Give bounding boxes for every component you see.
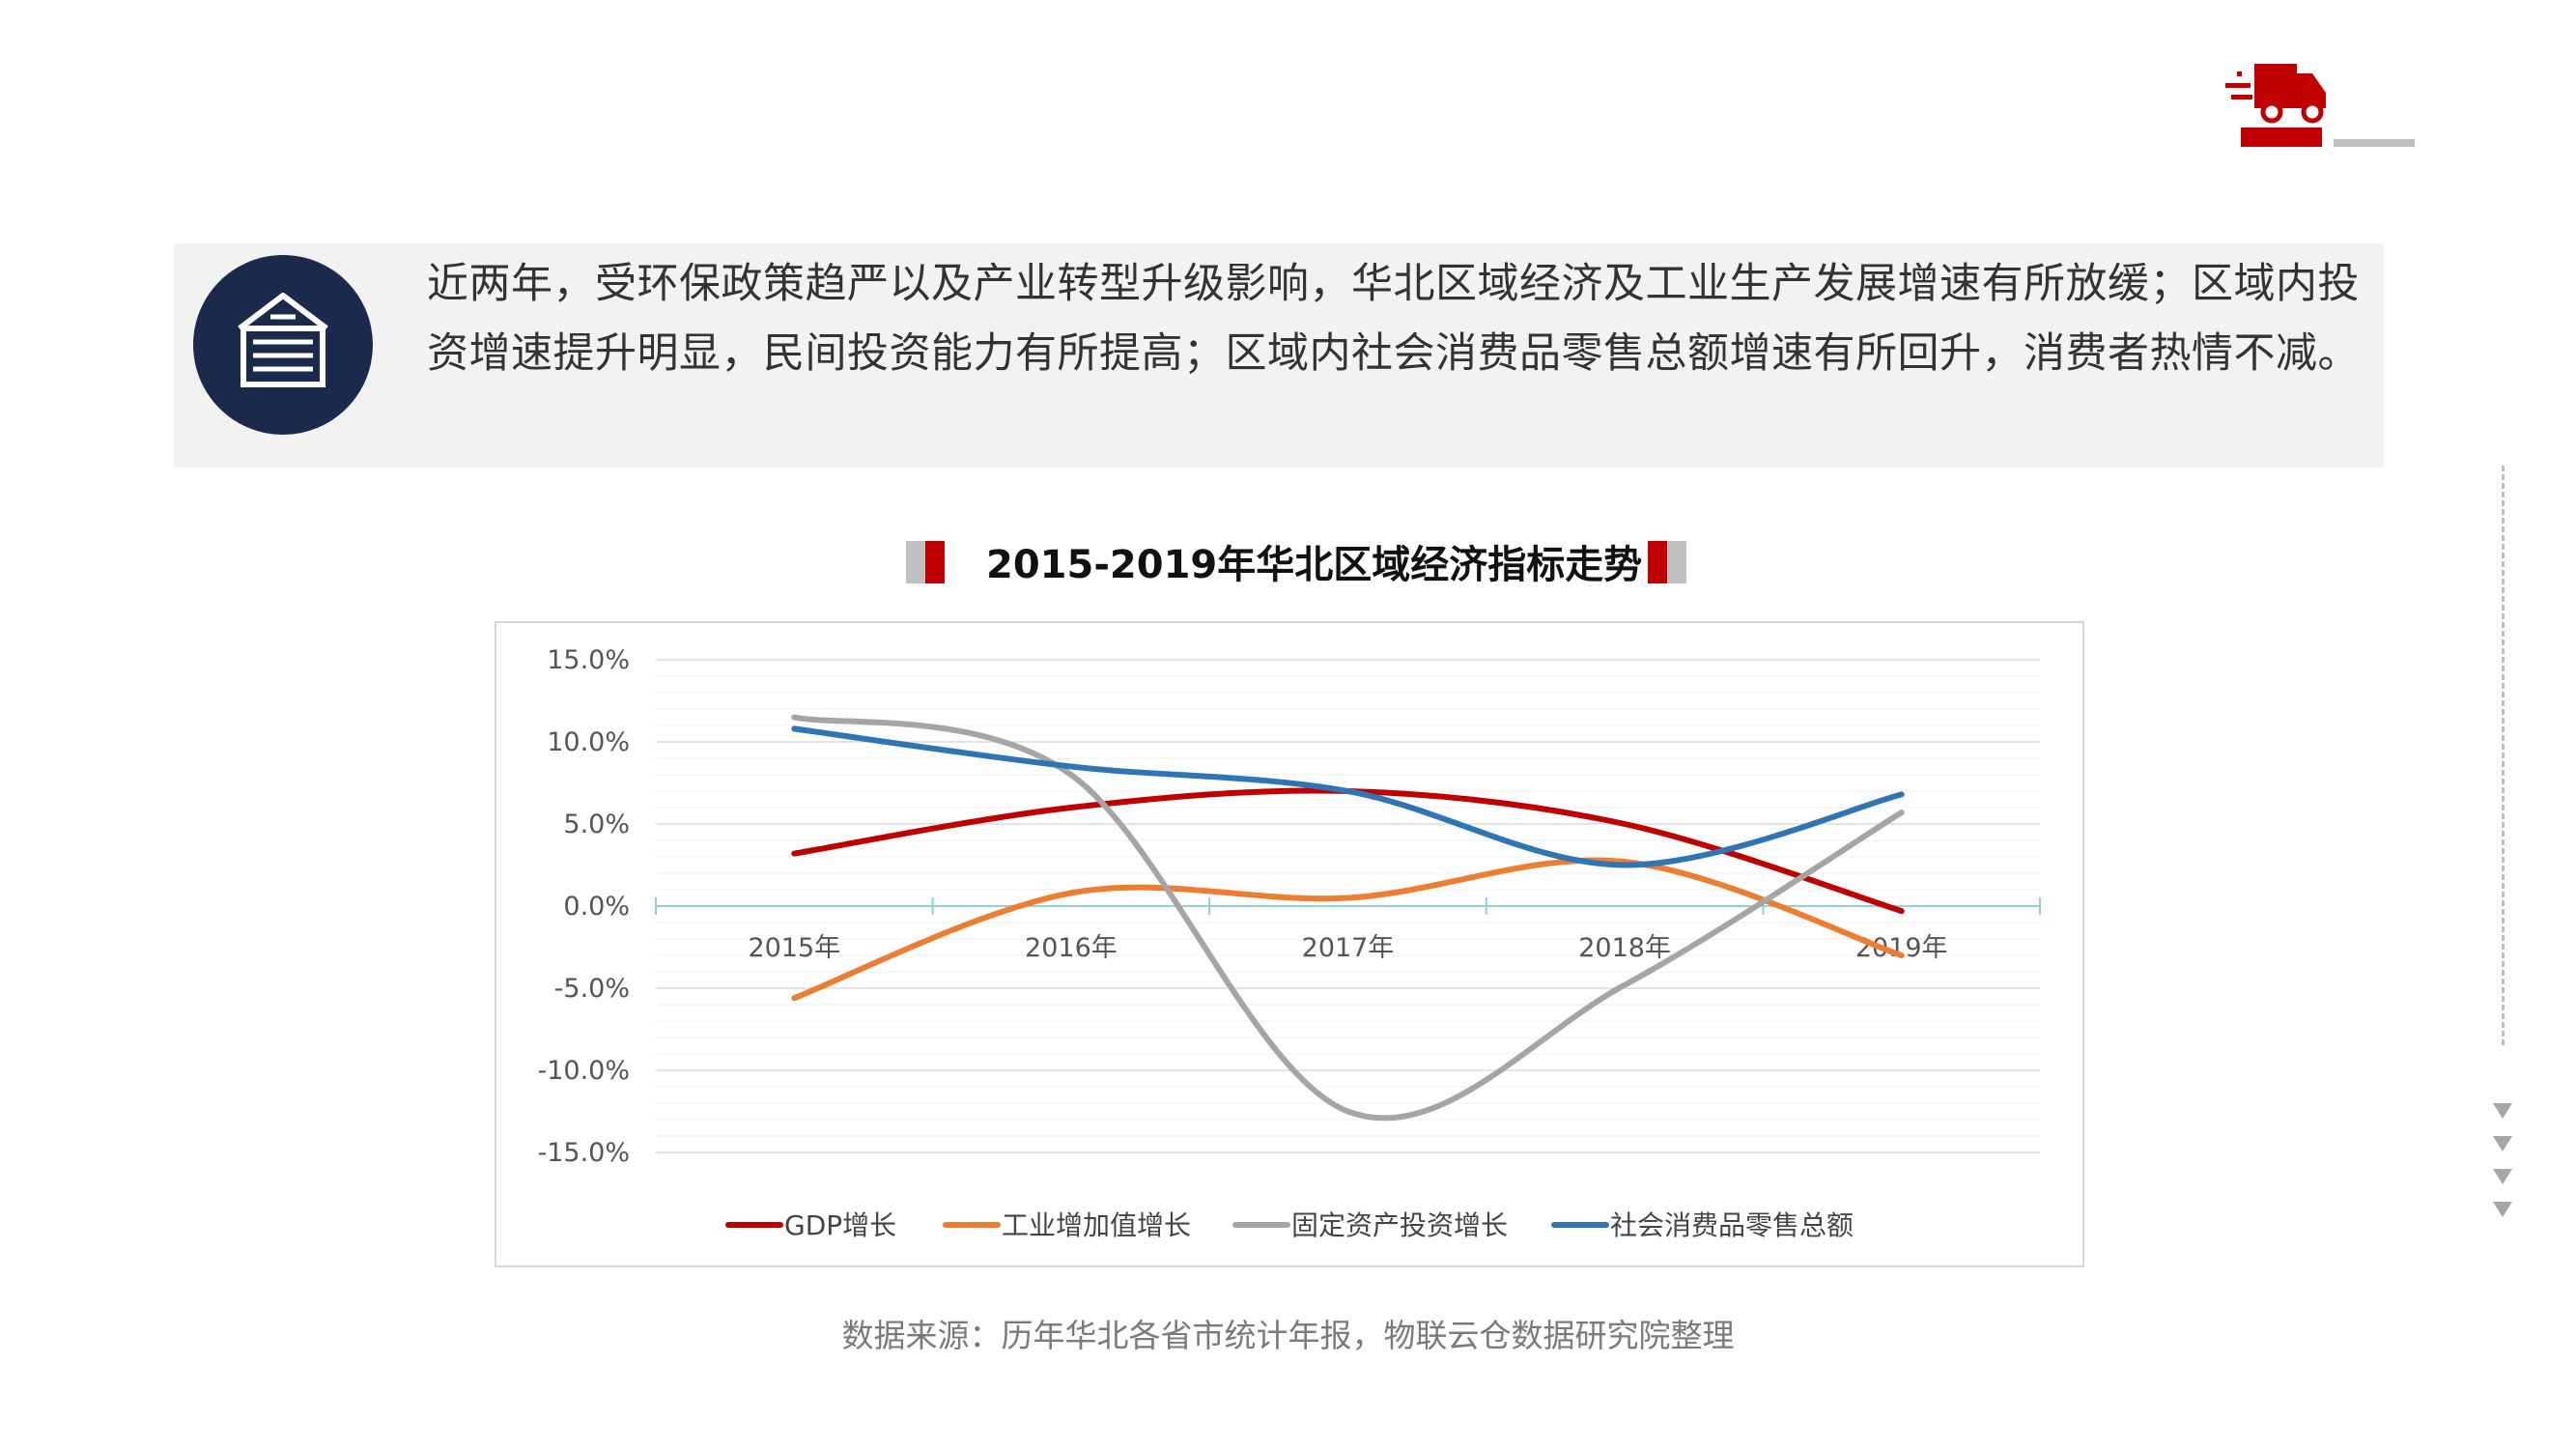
x-tick-label: 2016年: [1025, 933, 1118, 963]
chart-title-row: 2015-2019年华北区域经济指标走势: [0, 536, 2576, 594]
legend-label: 固定资产投资增长: [1291, 1209, 1508, 1241]
x-tick-label: 2019年: [1855, 933, 1948, 963]
summary-text: 近两年，受环保政策趋严以及产业转型升级影响，华北区域经济及工业生产发展增速有所放…: [427, 260, 2360, 378]
chart-title: 2015-2019年华北区域经济指标走势: [986, 543, 1643, 587]
legend-label: GDP增长: [784, 1209, 896, 1241]
series-line-1: [791, 787, 1905, 915]
delivery-truck-icon: [2225, 64, 2415, 147]
warehouse-icon: [238, 293, 328, 387]
y-tick-label: -5.0%: [554, 974, 630, 1004]
chevron-down-icon: [2488, 1101, 2517, 1227]
summary-icon-badge: [193, 255, 373, 435]
x-tick-label: 2018年: [1578, 933, 1671, 963]
series-line-2: [791, 857, 1905, 1002]
legend-label: 工业增加值增长: [1002, 1209, 1191, 1241]
brand-logo: [2218, 60, 2420, 156]
series-line-3: [791, 714, 1905, 1122]
y-tick-label: -15.0%: [537, 1138, 630, 1168]
line-chart: 15.0% 10.0% 5.0% 0.0% -5.0% -10.0% -15.0% 2015…: [537, 645, 2041, 1241]
data-source-note: 数据来源：历年华北各省市统计年报，物联云仓数据研究院整理: [841, 1317, 1735, 1354]
y-tick-label: 0.0%: [563, 892, 630, 922]
legend-label: 社会消费品零售总额: [1610, 1209, 1854, 1241]
y-tick-label: -10.0%: [537, 1056, 630, 1086]
y-tick-label: 15.0%: [547, 645, 630, 675]
x-tick-label: 2017年: [1302, 933, 1395, 963]
y-tick-label: 10.0%: [547, 727, 630, 757]
series-line-4: [791, 725, 1905, 868]
decorative-dashed-line: [2502, 466, 2505, 1045]
title-marker-right: [1648, 541, 1686, 583]
y-tick-label: 5.0%: [563, 810, 630, 839]
summary-box: 近两年，受环保政策趋严以及产业转型升级影响，华北区域经济及工业生产发展增速有所放…: [174, 243, 2384, 468]
chart-frame: 15.0% 10.0% 5.0% 0.0% -5.0% -10.0% -15.0% 2015…: [495, 621, 2084, 1267]
x-tick-label: 2015年: [748, 933, 840, 963]
title-marker-left: [906, 541, 945, 583]
